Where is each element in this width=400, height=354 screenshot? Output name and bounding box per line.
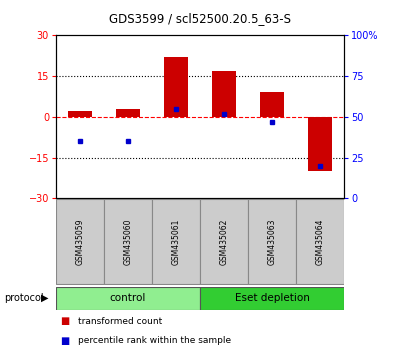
Text: Eset depletion: Eset depletion — [234, 293, 310, 303]
Text: transformed count: transformed count — [78, 317, 162, 326]
Bar — [164, 57, 188, 117]
Bar — [200, 287, 344, 310]
Text: GSM435059: GSM435059 — [76, 218, 84, 265]
Bar — [296, 199, 344, 284]
Text: GSM435060: GSM435060 — [124, 218, 132, 265]
Text: GSM435063: GSM435063 — [268, 218, 276, 265]
Text: GSM435062: GSM435062 — [220, 218, 228, 265]
Bar — [56, 287, 200, 310]
Bar — [212, 71, 236, 117]
Text: ▶: ▶ — [40, 293, 48, 303]
Bar — [152, 199, 200, 284]
Text: GDS3599 / scl52500.20.5_63-S: GDS3599 / scl52500.20.5_63-S — [109, 12, 291, 25]
Bar — [116, 109, 140, 117]
Bar — [200, 199, 248, 284]
Bar — [68, 112, 92, 117]
Bar — [56, 199, 104, 284]
Text: GSM435064: GSM435064 — [316, 218, 324, 265]
Bar — [248, 199, 296, 284]
Text: ■: ■ — [60, 316, 69, 326]
Text: GSM435061: GSM435061 — [172, 218, 180, 265]
Text: percentile rank within the sample: percentile rank within the sample — [78, 336, 231, 345]
Bar — [104, 199, 152, 284]
Bar — [260, 92, 284, 117]
Text: protocol: protocol — [4, 293, 44, 303]
Bar — [308, 117, 332, 171]
Text: ■: ■ — [60, 336, 69, 346]
Text: control: control — [110, 293, 146, 303]
